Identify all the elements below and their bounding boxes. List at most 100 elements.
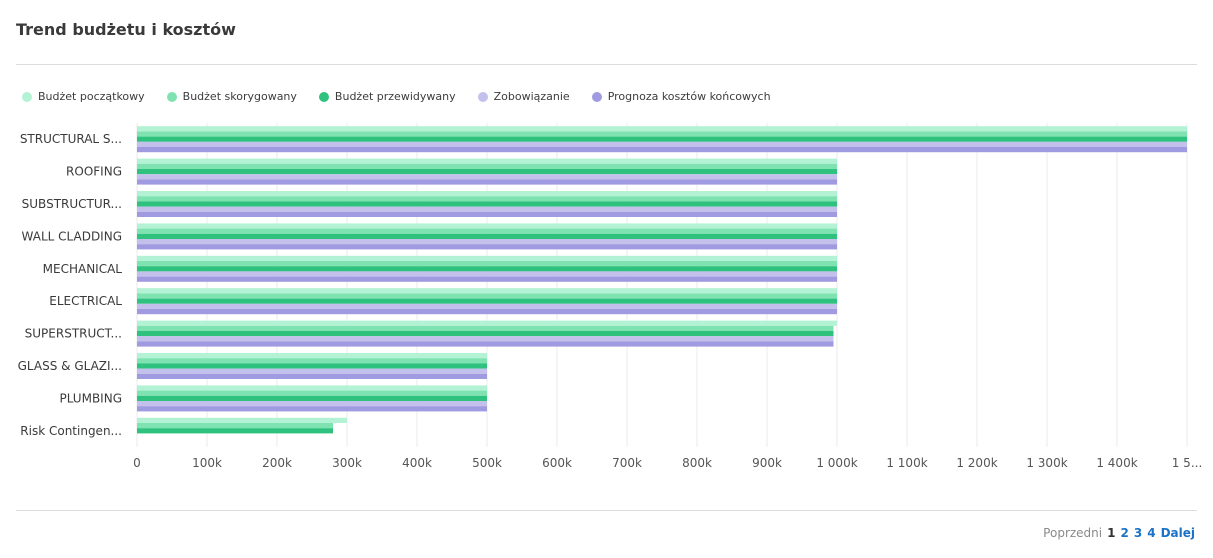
bar	[137, 325, 834, 331]
y-category-label: ROOFING	[66, 165, 122, 179]
bar	[137, 239, 837, 245]
bar	[137, 266, 837, 272]
bar	[137, 288, 837, 294]
x-tick-label: 1 400k	[1096, 456, 1137, 470]
y-category-label: SUPERSTRUCT...	[25, 327, 122, 341]
bar-chart: 0 100k 200k 300k 400k 500k 600k 700k 800k 900k 1 0…	[18, 123, 1203, 470]
bar	[137, 336, 834, 342]
x-tick-label: 200k	[262, 456, 292, 470]
bar	[137, 211, 837, 217]
chart-legend: Budżet początkowy Budżet skorygowany Budże…	[22, 90, 793, 103]
bar	[137, 353, 487, 359]
x-tick-label: 700k	[612, 456, 642, 470]
x-tick-label: 1 100k	[886, 456, 927, 470]
x-tick-label: 100k	[192, 456, 222, 470]
bar	[137, 255, 837, 261]
bar	[137, 261, 837, 267]
bar	[137, 201, 837, 207]
legend-label: Budżet przewidywany	[334, 90, 456, 103]
bar	[137, 309, 837, 315]
chart-title: Trend budżetu i kosztów	[16, 20, 236, 39]
bar	[137, 206, 837, 212]
bar	[137, 223, 837, 229]
legend-item[interactable]: Prognoza kosztów końcowych	[591, 90, 771, 103]
bar	[137, 271, 837, 277]
legend-marker	[166, 91, 177, 102]
legend-label: Budżet skorygowany	[182, 90, 297, 103]
bar	[137, 174, 837, 180]
legend-marker	[591, 91, 602, 102]
bar	[137, 390, 487, 396]
bar	[137, 141, 1187, 147]
bar	[137, 233, 837, 239]
bar	[137, 131, 1187, 137]
legend-label: Prognoza kosztów końcowych	[607, 90, 771, 103]
y-category-label: MECHANICAL	[43, 262, 123, 276]
legend-item[interactable]: Zobowiązanie	[477, 90, 570, 103]
legend-item[interactable]: Budżet przewidywany	[318, 90, 456, 103]
pagination-page-4[interactable]: 4	[1147, 526, 1156, 540]
pagination-current-page: 1	[1107, 526, 1116, 540]
y-category-label: WALL CLADDING	[22, 229, 122, 243]
bar	[137, 147, 1187, 153]
y-category-label: Risk Contingen...	[20, 424, 122, 438]
legend-marker	[477, 91, 488, 102]
bar	[137, 136, 1187, 142]
bar	[137, 401, 487, 407]
legend-item[interactable]: Budżet skorygowany	[166, 90, 297, 103]
bar	[137, 395, 487, 401]
bar	[137, 158, 837, 164]
bar	[137, 358, 487, 364]
x-tick-label: 400k	[402, 456, 432, 470]
bar	[137, 196, 837, 202]
bar	[137, 191, 837, 197]
y-category-label: PLUMBING	[59, 391, 122, 405]
x-tick-label: 1 000k	[816, 456, 857, 470]
bar	[137, 417, 347, 423]
bar	[137, 276, 837, 282]
bar	[137, 331, 834, 337]
bar	[137, 363, 487, 369]
bar	[137, 179, 837, 185]
x-tick-label: 800k	[682, 456, 712, 470]
pagination-next[interactable]: Dalej	[1160, 526, 1195, 540]
legend-marker	[318, 91, 329, 102]
bar	[137, 406, 487, 412]
bar	[137, 298, 837, 304]
y-category-label: ELECTRICAL	[49, 294, 122, 308]
bar	[137, 303, 837, 309]
footer-divider	[16, 510, 1197, 511]
legend-item[interactable]: Budżet początkowy	[22, 90, 145, 103]
header-divider	[16, 64, 1197, 65]
x-tick-label: 600k	[542, 456, 572, 470]
pagination-page-3[interactable]: 3	[1133, 526, 1143, 540]
pagination-previous: Poprzedni	[1043, 526, 1103, 540]
x-tick-label: 300k	[332, 456, 362, 470]
pagination-page-2[interactable]: 2	[1120, 526, 1129, 540]
bar	[137, 169, 837, 175]
legend-label: Budżet początkowy	[38, 90, 145, 103]
bar	[137, 228, 837, 234]
bar	[137, 341, 834, 347]
x-tick-label: 1 5...	[1172, 456, 1203, 470]
y-category-label: GLASS & GLAZI...	[18, 359, 122, 373]
bar	[137, 428, 333, 434]
x-tick-label: 1 300k	[1026, 456, 1067, 470]
pagination: Poprzedni 1 2 3 4 Dalej	[1038, 526, 1195, 540]
bar	[137, 163, 837, 169]
bar	[137, 244, 837, 250]
x-tick-label: 500k	[472, 456, 502, 470]
x-tick-label: 1 200k	[956, 456, 997, 470]
x-tick-label: 900k	[752, 456, 782, 470]
bar	[137, 293, 837, 299]
bar	[137, 423, 333, 429]
legend-marker	[22, 91, 32, 102]
bar	[137, 320, 837, 326]
bar	[137, 368, 487, 374]
legend-label: Zobowiązanie	[493, 90, 570, 103]
x-tick-label: 0	[133, 456, 141, 470]
bar	[137, 385, 487, 391]
bar	[137, 373, 487, 379]
bar	[137, 126, 1187, 132]
